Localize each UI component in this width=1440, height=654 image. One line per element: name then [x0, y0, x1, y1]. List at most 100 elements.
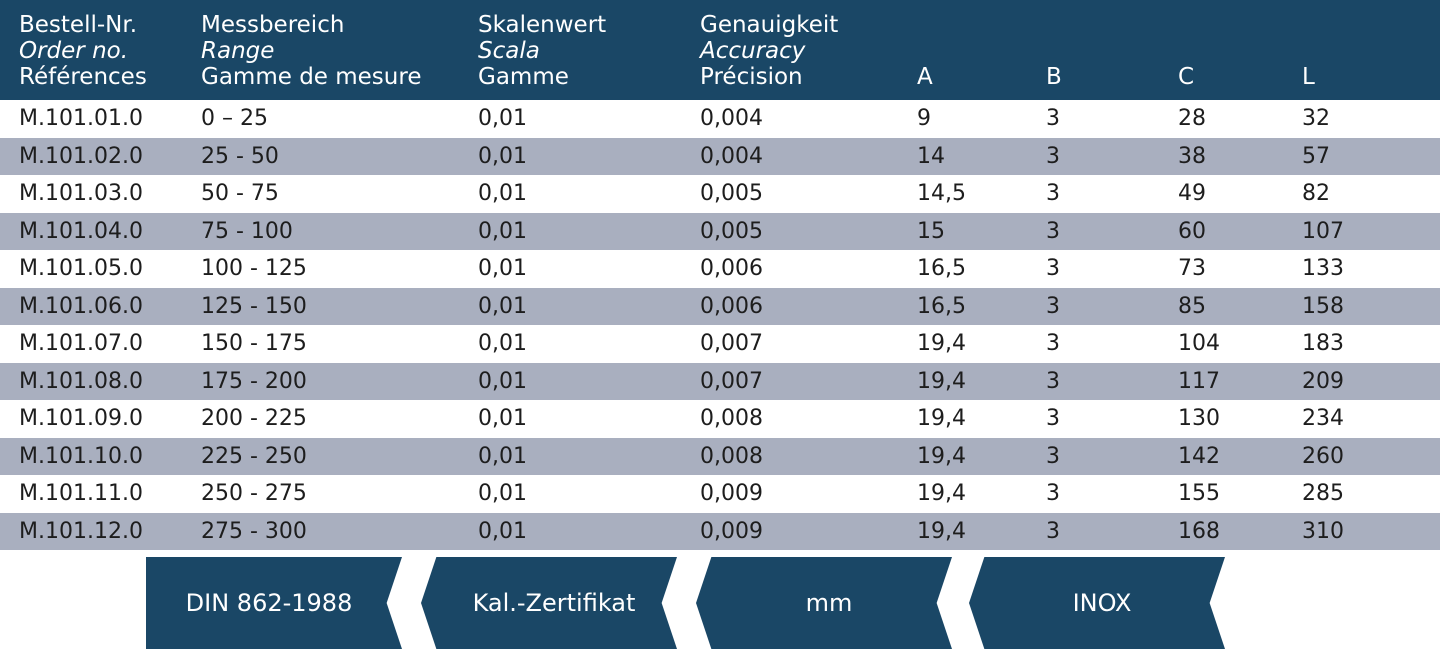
header-order-no: Bestell-Nr. Order no. Références [19, 12, 147, 90]
a-cell: 19,4 [917, 481, 966, 506]
l-cell: 32 [1302, 106, 1330, 131]
table-body: M.101.01.0 0 – 25 0,01 0,004 9 3 28 32 M.101.02.… [0, 100, 1440, 550]
b-cell: 3 [1046, 256, 1060, 281]
b-cell: 3 [1046, 518, 1060, 544]
header-b: B [1046, 64, 1062, 90]
l-cell: 310 [1302, 518, 1344, 544]
badge-din-standard: DIN 862-1988 [146, 557, 402, 649]
c-cell: 28 [1178, 106, 1206, 131]
header-l: L [1302, 64, 1315, 90]
order-no-cell: M.101.10.0 [19, 443, 143, 469]
accuracy-cell: 0,009 [700, 518, 763, 544]
accuracy-cell: 0,005 [700, 218, 763, 244]
range-cell: 150 - 175 [201, 331, 307, 356]
scale-cell: 0,01 [478, 518, 527, 544]
scale-cell: 0,01 [478, 406, 527, 431]
order-no-cell: M.101.02.0 [19, 143, 143, 169]
order-no-cell: M.101.06.0 [19, 293, 143, 319]
l-cell: 234 [1302, 406, 1344, 431]
order-no-cell: M.101.09.0 [19, 406, 143, 431]
a-cell: 19,4 [917, 443, 966, 469]
order-no-cell: M.101.04.0 [19, 218, 143, 244]
scale-cell: 0,01 [478, 218, 527, 244]
a-cell: 15 [917, 218, 945, 244]
b-cell: 3 [1046, 368, 1060, 394]
range-cell: 75 - 100 [201, 218, 293, 244]
order-no-cell: M.101.01.0 [19, 106, 143, 131]
b-cell: 3 [1046, 181, 1060, 206]
range-cell: 250 - 275 [201, 481, 307, 506]
scale-cell: 0,01 [478, 106, 527, 131]
table-row: M.101.12.0 275 - 300 0,01 0,009 19,4 3 168 310 [0, 512, 1440, 550]
a-cell: 14,5 [917, 181, 966, 206]
c-cell: 130 [1178, 406, 1220, 431]
b-cell: 3 [1046, 331, 1060, 356]
table-row: M.101.08.0 175 - 200 0,01 0,007 19,4 3 117 209 [0, 362, 1440, 400]
order-no-cell: M.101.05.0 [19, 256, 143, 281]
range-cell: 275 - 300 [201, 518, 307, 544]
l-cell: 285 [1302, 481, 1344, 506]
accuracy-cell: 0,006 [700, 293, 763, 319]
table-row: M.101.11.0 250 - 275 0,01 0,009 19,4 3 155 285 [0, 475, 1440, 513]
a-cell: 19,4 [917, 518, 966, 544]
header-range: Messbereich Range Gamme de mesure [201, 12, 422, 90]
accuracy-cell: 0,007 [700, 331, 763, 356]
a-cell: 14 [917, 143, 945, 169]
scale-cell: 0,01 [478, 143, 527, 169]
product-table: Bestell-Nr. Order no. Références Messber… [0, 0, 1440, 550]
accuracy-cell: 0,004 [700, 143, 763, 169]
scale-cell: 0,01 [478, 368, 527, 394]
c-cell: 85 [1178, 293, 1206, 319]
l-cell: 82 [1302, 181, 1330, 206]
accuracy-cell: 0,007 [700, 368, 763, 394]
c-cell: 73 [1178, 256, 1206, 281]
order-no-cell: M.101.03.0 [19, 181, 143, 206]
c-cell: 168 [1178, 518, 1220, 544]
table-row: M.101.09.0 200 - 225 0,01 0,008 19,4 3 130 234 [0, 400, 1440, 438]
accuracy-cell: 0,008 [700, 406, 763, 431]
c-cell: 49 [1178, 181, 1206, 206]
c-cell: 117 [1178, 368, 1220, 394]
table-row: M.101.05.0 100 - 125 0,01 0,006 16,5 3 73 133 [0, 250, 1440, 288]
l-cell: 158 [1302, 293, 1344, 319]
a-cell: 19,4 [917, 368, 966, 394]
a-cell: 16,5 [917, 293, 966, 319]
range-cell: 50 - 75 [201, 181, 279, 206]
range-cell: 125 - 150 [201, 293, 307, 319]
a-cell: 19,4 [917, 406, 966, 431]
table-row: M.101.02.0 25 - 50 0,01 0,004 14 3 38 57 [0, 137, 1440, 175]
c-cell: 38 [1178, 143, 1206, 169]
b-cell: 3 [1046, 143, 1060, 169]
accuracy-cell: 0,009 [700, 481, 763, 506]
range-cell: 100 - 125 [201, 256, 307, 281]
accuracy-cell: 0,005 [700, 181, 763, 206]
b-cell: 3 [1046, 293, 1060, 319]
table-row: M.101.06.0 125 - 150 0,01 0,006 16,5 3 85 158 [0, 287, 1440, 325]
table-row: M.101.01.0 0 – 25 0,01 0,004 9 3 28 32 [0, 100, 1440, 138]
b-cell: 3 [1046, 218, 1060, 244]
range-cell: 175 - 200 [201, 368, 307, 394]
scale-cell: 0,01 [478, 331, 527, 356]
range-cell: 225 - 250 [201, 443, 307, 469]
table-row: M.101.10.0 225 - 250 0,01 0,008 19,4 3 142 260 [0, 437, 1440, 475]
scale-cell: 0,01 [478, 181, 527, 206]
b-cell: 3 [1046, 481, 1060, 506]
a-cell: 19,4 [917, 331, 966, 356]
accuracy-cell: 0,006 [700, 256, 763, 281]
badge-unit: mm [696, 557, 952, 649]
range-cell: 25 - 50 [201, 143, 279, 169]
c-cell: 142 [1178, 443, 1220, 469]
c-cell: 104 [1178, 331, 1220, 356]
header-accuracy: Genauigkeit Accuracy Précision [700, 12, 839, 90]
table-header: Bestell-Nr. Order no. Références Messber… [0, 0, 1440, 100]
c-cell: 60 [1178, 218, 1206, 244]
b-cell: 3 [1046, 106, 1060, 131]
header-scale: Skalenwert Scala Gamme [478, 12, 607, 90]
l-cell: 260 [1302, 443, 1344, 469]
scale-cell: 0,01 [478, 256, 527, 281]
scale-cell: 0,01 [478, 293, 527, 319]
b-cell: 3 [1046, 406, 1060, 431]
table-row: M.101.07.0 150 - 175 0,01 0,007 19,4 3 104 183 [0, 325, 1440, 363]
order-no-cell: M.101.07.0 [19, 331, 143, 356]
l-cell: 209 [1302, 368, 1344, 394]
